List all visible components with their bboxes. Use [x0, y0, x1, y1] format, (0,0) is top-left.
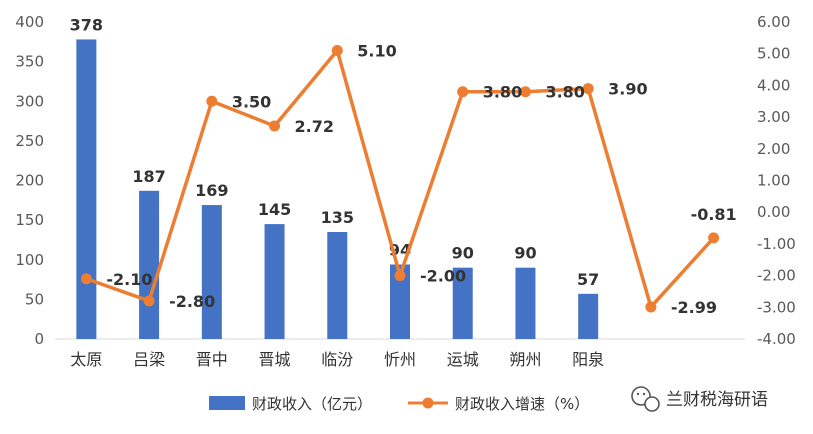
- line-data-label: -2.00: [420, 267, 466, 286]
- y-left-tick-label: 300: [15, 92, 44, 110]
- y-right-axis: -4.00 -3.00 -2.00 -1.00 0.00 1.00 2.00 3.00 4.00…: [757, 13, 796, 348]
- y-left-tick-label: 400: [15, 13, 44, 31]
- legend-bar-swatch: [209, 396, 245, 410]
- line-data-label: 3.80: [545, 83, 584, 102]
- x-tick-label: 忻州: [384, 350, 416, 369]
- y-right-tick-label: 5.00: [757, 45, 790, 63]
- y-right-tick-label: 4.00: [757, 76, 790, 94]
- line-data-label: -0.81: [691, 205, 737, 224]
- category-labels: 太原 吕梁 晋中 晋城 临汾 忻州 运城 朔州 阳泉: [70, 350, 604, 369]
- y-left-tick-label: 200: [15, 172, 44, 190]
- bar: [578, 293, 599, 339]
- y-right-tick-label: 3.00: [757, 108, 790, 126]
- bar-data-label: 145: [258, 200, 291, 219]
- bar: [515, 267, 536, 339]
- y-left-tick-label: 0: [34, 330, 44, 348]
- y-left-tick-label: 250: [15, 132, 44, 150]
- line-point: [143, 295, 155, 307]
- line-data-label: 3.80: [483, 83, 522, 102]
- x-tick-label: 阳泉: [572, 350, 604, 369]
- line-data-label: -2.99: [671, 298, 717, 317]
- bar-data-label: 90: [514, 244, 536, 263]
- bar-data-label: 57: [577, 270, 599, 289]
- line-point: [457, 86, 469, 98]
- line-data-label: -2.10: [106, 270, 152, 289]
- line-data-label: 3.90: [608, 80, 647, 99]
- watermark-text: 兰财税海研语: [666, 390, 768, 410]
- legend-line-label: 财政收入增速（%）: [455, 395, 589, 413]
- line-point: [206, 95, 218, 107]
- line-data-label: 2.72: [295, 117, 334, 136]
- bar-data-label: 135: [321, 208, 354, 227]
- y-left-tick-label: 150: [15, 211, 44, 229]
- line-point: [645, 301, 657, 313]
- bar-data-label: 378: [70, 15, 103, 34]
- line-point: [269, 120, 281, 132]
- y-right-tick-label: 2.00: [757, 140, 790, 158]
- bar-data-label: 90: [452, 244, 474, 263]
- bar: [139, 190, 160, 339]
- x-tick-label: 运城: [447, 350, 479, 369]
- bar: [390, 264, 410, 339]
- bar: [452, 267, 473, 339]
- line-point: [80, 273, 92, 285]
- y-left-tick-label: 100: [15, 251, 44, 269]
- x-tick-label: 临汾: [321, 350, 353, 369]
- y-right-tick-label: -2.00: [757, 267, 796, 285]
- line-point: [582, 83, 594, 95]
- line-data-label: -2.80: [169, 292, 215, 311]
- line-data-label: 5.10: [357, 42, 396, 61]
- y-right-tick-label: -1.00: [757, 235, 796, 253]
- legend-bar-label: 财政收入（亿元）: [252, 395, 372, 413]
- bar-data-label: 169: [195, 181, 228, 200]
- watermark: 兰财税海研语: [631, 386, 768, 412]
- y-right-tick-label: 6.00: [757, 13, 790, 31]
- line-point: [519, 86, 531, 98]
- x-tick-label: 太原: [70, 350, 102, 369]
- y-right-tick-label: 1.00: [757, 172, 790, 190]
- y-left-axis: 0 50 100 150 200 250 300 350 400: [15, 13, 44, 348]
- x-tick-label: 晋城: [259, 350, 291, 369]
- y-left-tick-label: 50: [25, 290, 44, 308]
- bar-data-label: 187: [132, 167, 165, 186]
- y-right-tick-label: -4.00: [757, 330, 796, 348]
- x-tick-label: 朔州: [509, 350, 541, 369]
- x-tick-label: 吕梁: [133, 350, 165, 369]
- line-point: [331, 45, 343, 57]
- x-tick-label: 晋中: [196, 350, 228, 369]
- wechat-icon: [631, 386, 660, 412]
- y-right-tick-label: 0.00: [757, 203, 790, 221]
- legend: 财政收入（亿元） 财政收入增速（%）: [209, 395, 589, 413]
- line-data-label: 3.50: [232, 92, 271, 111]
- line-point: [708, 232, 720, 244]
- y-left-tick-label: 350: [15, 53, 44, 71]
- line-point: [394, 270, 406, 282]
- bar: [76, 39, 97, 340]
- bar: [201, 205, 222, 339]
- bar: [327, 232, 348, 339]
- y-right-tick-label: -3.00: [757, 298, 796, 316]
- legend-line-marker: [422, 397, 434, 409]
- bar: [264, 224, 285, 339]
- line-series: -2.10 -2.80 3.50 2.72 5.10 -2.00 3.80 3.80 3.90 -…: [80, 42, 737, 317]
